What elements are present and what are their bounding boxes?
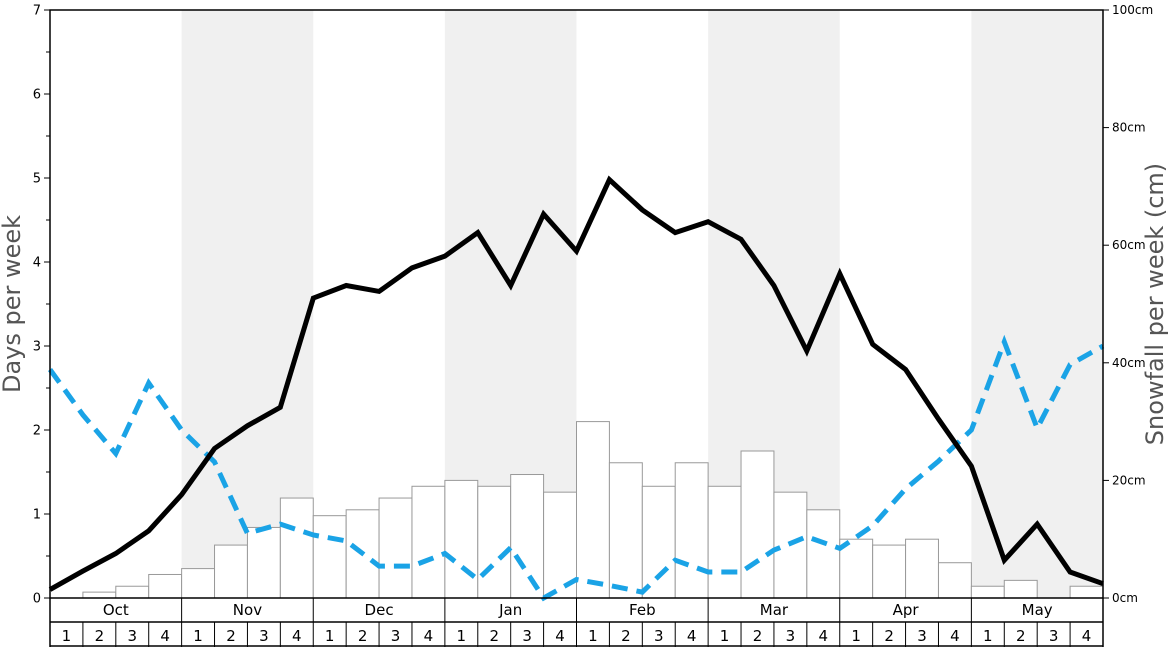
left-tick-label: 5 xyxy=(33,172,41,187)
week-label: 3 xyxy=(1049,627,1059,645)
snowfall-bar xyxy=(444,479,479,599)
month-label-may: May xyxy=(1022,601,1053,619)
snowfall-bar xyxy=(740,450,775,599)
snowfall-bar xyxy=(82,591,117,599)
week-label: 3 xyxy=(917,627,927,645)
right-tick-label: 100cm xyxy=(1112,3,1153,17)
snowfall-bar xyxy=(641,485,676,599)
month-label-jan: Jan xyxy=(498,601,522,619)
left-tick-label: 2 xyxy=(33,424,41,439)
week-label: 2 xyxy=(621,627,631,645)
snowfall-bar xyxy=(674,462,709,599)
snowfall-bar xyxy=(477,485,512,599)
month-band-may xyxy=(971,10,1103,598)
week-label: 2 xyxy=(358,627,368,645)
snowfall-bar xyxy=(214,544,248,599)
week-label: 2 xyxy=(226,627,236,645)
left-tick-label: 6 xyxy=(33,88,41,103)
month-label-mar: Mar xyxy=(760,601,789,619)
left-tick-label: 0 xyxy=(33,592,41,607)
week-label: 3 xyxy=(522,627,532,645)
snowfall-bar xyxy=(148,573,183,599)
month-label-apr: Apr xyxy=(893,601,920,619)
right-axis: 0cm 20cm 40cm 60cm 80cm 100cm xyxy=(1103,3,1153,605)
week-label: 4 xyxy=(160,627,170,645)
week-label: 1 xyxy=(62,627,72,645)
week-label: 2 xyxy=(489,627,499,645)
left-tick-label: 4 xyxy=(33,256,41,271)
week-label: 1 xyxy=(720,627,730,645)
blue-dashed-line xyxy=(47,334,1105,602)
week-label: 3 xyxy=(127,627,137,645)
week-label: 3 xyxy=(786,627,796,645)
snowfall-bar xyxy=(411,485,446,599)
snowfall-bar xyxy=(608,462,643,599)
week-label: 2 xyxy=(884,627,894,645)
week-label: 2 xyxy=(1016,627,1026,645)
month-label-feb: Feb xyxy=(629,601,656,619)
week-label: 1 xyxy=(983,627,993,645)
snowfall-bar xyxy=(510,474,545,599)
month-label-dec: Dec xyxy=(365,601,394,619)
snowfall-bars xyxy=(82,421,1104,599)
week-label: 3 xyxy=(259,627,269,645)
left-tick-label: 3 xyxy=(33,340,41,355)
week-label: 4 xyxy=(424,627,434,645)
right-tick-label: 80cm xyxy=(1112,121,1146,135)
right-tick-label: 60cm xyxy=(1112,238,1146,252)
month-label-oct: Oct xyxy=(103,601,129,619)
left-tick-label: 7 xyxy=(33,4,41,19)
week-label: 4 xyxy=(819,627,829,645)
snowfall-bar xyxy=(312,515,347,599)
snowfall-bar xyxy=(970,585,1005,599)
left-axis-title: Days per week xyxy=(0,215,26,393)
snowfall-bar xyxy=(181,568,216,599)
week-label: 4 xyxy=(292,627,302,645)
week-label: 3 xyxy=(654,627,664,645)
right-tick-label: 0cm xyxy=(1112,591,1138,605)
week-label: 3 xyxy=(391,627,401,645)
snowfall-bar xyxy=(872,544,907,599)
week-label: 1 xyxy=(851,627,861,645)
right-axis-title: Snowfall per week (cm) xyxy=(1141,163,1168,445)
week-label: 1 xyxy=(457,627,467,645)
week-label: 1 xyxy=(588,627,598,645)
week-label: 1 xyxy=(325,627,335,645)
week-label: 4 xyxy=(950,627,960,645)
snowfall-bar xyxy=(806,509,841,599)
right-tick-label: 40cm xyxy=(1112,356,1146,370)
black-solid-line xyxy=(48,175,1104,592)
week-label: 4 xyxy=(687,627,697,645)
week-label: 4 xyxy=(1082,627,1092,645)
snowfall-bar xyxy=(937,562,972,599)
snowfall-bar xyxy=(246,526,281,599)
month-week-axis: Oct 1 2 3 4 Nov 1 2 3 4 Dec 1 2 3 4 Jan 1 2 3 4 Feb 1 2 3 4 Mar 1 2… xyxy=(49,598,1104,647)
right-tick-label: 20cm xyxy=(1112,473,1146,487)
snowfall-bar xyxy=(905,538,939,599)
week-label: 2 xyxy=(753,627,763,645)
snowfall-bar xyxy=(1003,579,1038,599)
week-label: 4 xyxy=(555,627,565,645)
snowfall-bar xyxy=(707,485,742,599)
snowfall-bar xyxy=(378,497,413,599)
week-label: 2 xyxy=(95,627,105,645)
month-shading-bands xyxy=(181,10,1103,598)
snowfall-bar xyxy=(1069,585,1104,599)
snowfall-bar xyxy=(115,585,150,599)
snowfall-bar xyxy=(279,497,314,599)
week-label: 1 xyxy=(193,627,203,645)
snowfall-bar xyxy=(576,421,610,599)
left-tick-label: 1 xyxy=(33,508,41,523)
month-label-nov: Nov xyxy=(233,601,262,619)
left-axis: 0 1 2 3 4 5 6 7 xyxy=(33,4,50,607)
